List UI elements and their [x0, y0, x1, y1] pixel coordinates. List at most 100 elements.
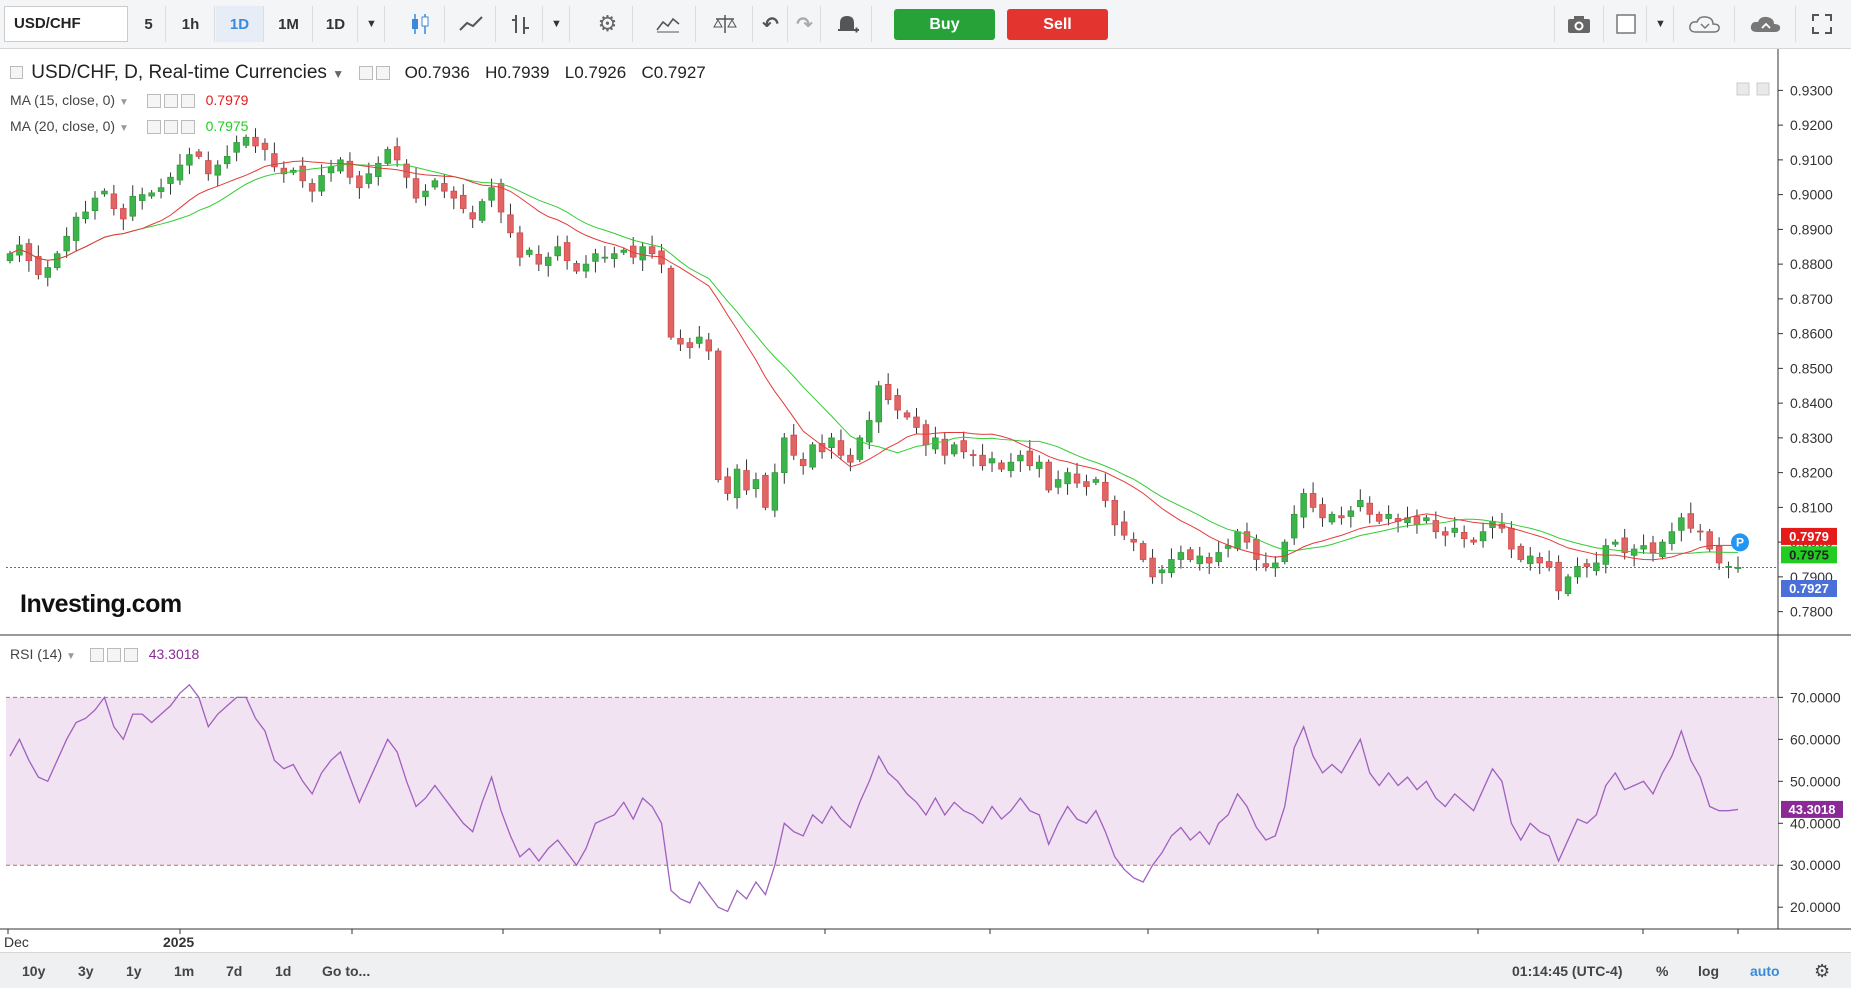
- rsi-close-icon[interactable]: [123, 648, 138, 663]
- candle: [82, 200, 89, 224]
- candle: [535, 245, 543, 272]
- chart-type-dropdown-icon[interactable]: ▼: [544, 6, 570, 42]
- buy-button[interactable]: Buy: [894, 9, 995, 40]
- layout-dropdown-icon[interactable]: ▼: [1648, 6, 1674, 42]
- fullscreen-icon[interactable]: [1797, 6, 1847, 42]
- position-marker-icon[interactable]: P: [1731, 533, 1749, 552]
- candle: [138, 187, 146, 210]
- candle: [384, 146, 391, 167]
- range-7d-button[interactable]: 7d: [226, 963, 243, 979]
- candle: [280, 161, 288, 183]
- candle: [648, 235, 656, 259]
- range-1m-button[interactable]: 1m: [174, 963, 195, 979]
- interval-1d-button[interactable]: 1D: [216, 6, 264, 42]
- pane-maximize-icon[interactable]: [1756, 82, 1770, 96]
- candle: [781, 433, 788, 484]
- candle: [1678, 512, 1685, 542]
- candle: [214, 160, 221, 187]
- candle: [186, 147, 193, 175]
- redo-icon[interactable]: ↷: [789, 6, 821, 42]
- interval-1h-button[interactable]: 1h: [167, 6, 215, 42]
- candle: [837, 429, 845, 461]
- cloud-download-icon[interactable]: [1675, 6, 1735, 42]
- cloud-upload-icon[interactable]: [1736, 6, 1796, 42]
- sell-button[interactable]: Sell: [1007, 9, 1108, 40]
- candle: [1196, 546, 1204, 571]
- balance-icon[interactable]: [697, 6, 753, 42]
- candle: [1149, 549, 1156, 584]
- candle: [875, 380, 882, 434]
- ma20-eye-icon[interactable]: [146, 120, 161, 135]
- rsi-eye-icon[interactable]: [89, 648, 104, 663]
- gear-icon[interactable]: ⚙: [1814, 961, 1831, 981]
- percent-toggle[interactable]: %: [1656, 963, 1669, 979]
- chart-title[interactable]: USD/CHF, D, Real-time Currencies: [31, 62, 327, 83]
- candle: [1328, 511, 1336, 525]
- interval-1m-button[interactable]: 1M: [265, 6, 313, 42]
- candle: [393, 137, 401, 167]
- pane-minimize-icon[interactable]: [1736, 82, 1750, 96]
- price-chart-canvas[interactable]: 0.9300 0.9200 0.9100 0.9000 0.8900 0.8800 0.87…: [0, 49, 1851, 952]
- candle: [1385, 505, 1392, 526]
- candle: [63, 227, 70, 258]
- ohlc-high: H0.7939: [485, 63, 550, 82]
- ma20-settings-icon[interactable]: [163, 120, 178, 135]
- candle: [1659, 539, 1666, 560]
- rsi-settings-icon[interactable]: [106, 648, 121, 663]
- auto-toggle[interactable]: auto: [1750, 963, 1780, 979]
- candles-icon[interactable]: [395, 6, 445, 42]
- ma20-legend[interactable]: MA (20, close, 0) ▼ 0.7975: [10, 118, 249, 135]
- candle: [582, 255, 590, 279]
- candle: [1706, 528, 1713, 552]
- layout-icon[interactable]: [1605, 6, 1647, 42]
- symbol-search-input[interactable]: USD/CHF: [4, 6, 128, 42]
- candle: [176, 153, 184, 185]
- candle: [1319, 497, 1326, 527]
- interval-dropdown-icon[interactable]: ▼: [359, 6, 385, 42]
- candle: [1158, 565, 1166, 584]
- investing-logo: Investing.com: [20, 590, 182, 618]
- candle: [913, 407, 920, 435]
- alert-bell-icon[interactable]: [822, 6, 872, 42]
- range-3y-button[interactable]: 3y: [78, 963, 94, 979]
- log-toggle[interactable]: log: [1698, 963, 1719, 979]
- ma15-legend[interactable]: MA (15, close, 0) ▼ 0.7979: [10, 92, 249, 109]
- price-axis: 0.9300 0.9200 0.9100 0.9000 0.8900 0.8800 0.87…: [1778, 82, 1833, 620]
- range-1y-button[interactable]: 1y: [126, 963, 142, 979]
- range-10y-button[interactable]: 10y: [22, 963, 46, 979]
- undo-icon[interactable]: ↶: [754, 6, 788, 42]
- ma15-eye-icon[interactable]: [146, 94, 161, 109]
- goto-date-button[interactable]: Go to...: [322, 963, 371, 979]
- svg-text:0.7979: 0.7979: [1789, 529, 1829, 544]
- price-tick-label: 0.9100: [1790, 152, 1833, 168]
- ma15-price-badge: 0.7979: [1781, 527, 1837, 545]
- rsi-legend[interactable]: RSI (14) ▼ 43.3018: [10, 646, 200, 663]
- interval-1d-secondary-button[interactable]: 1D: [314, 6, 358, 42]
- line-chart-icon[interactable]: [446, 6, 496, 42]
- clock-readout: 01:14:45 (UTC-4): [1512, 963, 1623, 979]
- candle: [422, 184, 429, 206]
- candle: [1640, 534, 1647, 554]
- candle: [592, 248, 599, 273]
- candle: [1026, 439, 1034, 471]
- candle: [101, 188, 108, 197]
- range-1d-button[interactable]: 1d: [275, 963, 292, 979]
- gear-icon[interactable]: ⚙: [583, 6, 633, 42]
- camera-icon[interactable]: [1554, 6, 1604, 42]
- collapse-icon[interactable]: [10, 66, 23, 80]
- title-dropdown-icon[interactable]: ▼: [332, 67, 345, 81]
- ma15-settings-icon[interactable]: [163, 94, 178, 109]
- ma20-close-icon[interactable]: [180, 120, 195, 135]
- settings-icon[interactable]: [376, 65, 391, 80]
- bar-chart-icon[interactable]: [497, 6, 543, 42]
- candle: [205, 151, 212, 181]
- eye-icon[interactable]: [359, 65, 374, 80]
- candle: [44, 260, 52, 287]
- rsi-tick-label: 40.0000: [1790, 815, 1841, 831]
- indicators-icon[interactable]: [640, 6, 696, 42]
- interval-5-button[interactable]: 5: [132, 6, 166, 42]
- candle: [733, 464, 741, 509]
- ma15-close-icon[interactable]: [180, 94, 195, 109]
- rsi-tick-label: 20.0000: [1790, 899, 1841, 915]
- price-tick-label: 0.8500: [1790, 360, 1833, 376]
